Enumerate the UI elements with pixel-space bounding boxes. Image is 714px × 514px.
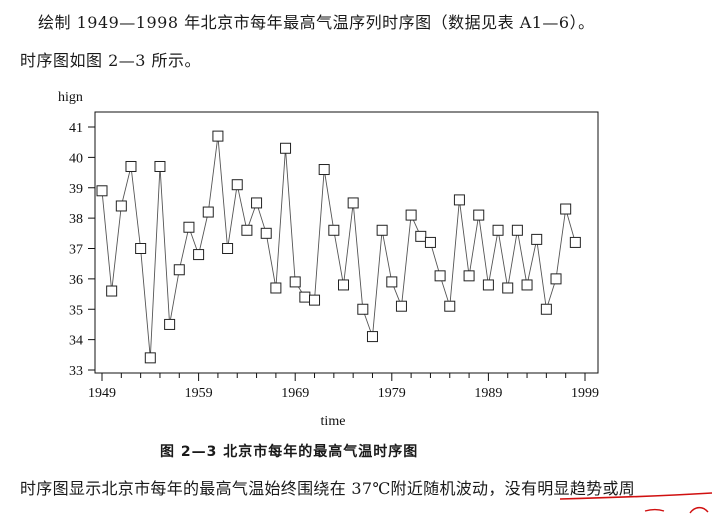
y-tick-label-35: 35 [69, 303, 83, 318]
paragraph-line-3: 时序图显示北京市每年的最高气温始终围绕在 37℃附近随机波动，没有明显趋势或周 [20, 475, 635, 499]
point-1987 [463, 270, 475, 282]
point-1953 [135, 243, 147, 254]
x-tick-label-1989: 1989 [474, 386, 502, 401]
paragraph-line-2: 时序图如图 2—3 所示。 [20, 51, 202, 70]
handwritten-mark-1 [644, 508, 665, 512]
y-tick-label-36: 36 [69, 273, 83, 288]
x-tick-label-1969: 1969 [281, 386, 309, 401]
point-1991 [502, 282, 514, 294]
point-1995 [540, 303, 552, 315]
point-1951 [115, 200, 127, 212]
point-1993 [521, 279, 533, 291]
y-tick-label-37: 37 [69, 243, 83, 258]
y-tick-label-38: 38 [69, 212, 83, 227]
point-1958 [183, 221, 195, 233]
time-series-chart: 33 34 35 36 37 38 39 40 41 1949 1959 1969 1979 1989 19… [58, 90, 599, 429]
point-1970 [299, 291, 311, 303]
point-1949 [96, 185, 108, 197]
point-1984 [434, 270, 446, 282]
point-1985 [444, 300, 456, 312]
point-1976 [357, 303, 369, 315]
point-1961 [212, 130, 224, 142]
x-axis-title: time [321, 414, 346, 429]
point-1997 [560, 203, 572, 215]
handwritten-mark-2 [689, 506, 709, 514]
point-1974 [338, 279, 349, 291]
y-tick-label-40: 40 [69, 151, 83, 166]
figure-caption: 图 2—3 北京市每年的最高气温时序图 [160, 444, 419, 460]
point-1982 [415, 230, 427, 242]
y-tick-label-41: 41 [69, 121, 83, 136]
point-1981 [405, 209, 417, 221]
point-1955 [154, 160, 166, 172]
point-1983 [424, 236, 436, 248]
point-1992 [511, 224, 523, 236]
point-1990 [492, 224, 504, 236]
point-1980 [395, 300, 407, 312]
point-1996 [550, 273, 562, 285]
point-1972 [318, 164, 330, 176]
point-1954 [144, 352, 156, 364]
point-1965 [251, 197, 263, 209]
point-1959 [193, 249, 205, 261]
point-1979 [386, 276, 398, 288]
point-1977 [366, 331, 378, 343]
point-1964 [241, 224, 253, 236]
point-1957 [173, 264, 185, 276]
y-tick-label-34: 34 [69, 334, 83, 349]
point-1963 [231, 179, 243, 191]
point-1998 [569, 236, 581, 248]
y-tick-label-39: 39 [69, 182, 83, 197]
x-tick-label-1999: 1999 [571, 386, 599, 401]
point-1962 [222, 243, 234, 254]
x-tick-label-1959: 1959 [185, 386, 213, 401]
paragraph-line-3-text: 时序图显示北京市每年的最高气温始终围绕在 37℃附近随机波动， [20, 479, 505, 498]
point-1988 [473, 209, 485, 221]
point-1952 [125, 160, 137, 172]
point-1994 [531, 233, 543, 245]
point-1969 [289, 276, 301, 288]
point-1975 [347, 197, 359, 209]
point-1989 [482, 279, 494, 291]
point-1971 [309, 294, 321, 306]
point-1967 [270, 282, 282, 294]
plot-frame [94, 111, 599, 374]
point-1956 [164, 318, 176, 330]
x-tick-label-1949: 1949 [88, 386, 116, 401]
point-1960 [202, 206, 214, 218]
point-1966 [260, 227, 272, 239]
x-tick-label-1979: 1979 [378, 386, 406, 401]
underlined-phrase: 没有明显趋势或周 [504, 479, 636, 498]
point-1986 [453, 194, 465, 206]
paragraph-line-1: 绘制 1949—1998 年北京市每年最高气温序列时序图（数据见表 A1—6）。 [38, 13, 595, 32]
y-tick-label-33: 33 [69, 364, 83, 379]
point-1968 [280, 142, 292, 154]
point-1978 [376, 224, 388, 236]
y-axis-title: hign [58, 90, 83, 105]
point-1973 [328, 224, 340, 236]
point-1950 [106, 285, 118, 297]
series-line-hign [101, 136, 576, 358]
